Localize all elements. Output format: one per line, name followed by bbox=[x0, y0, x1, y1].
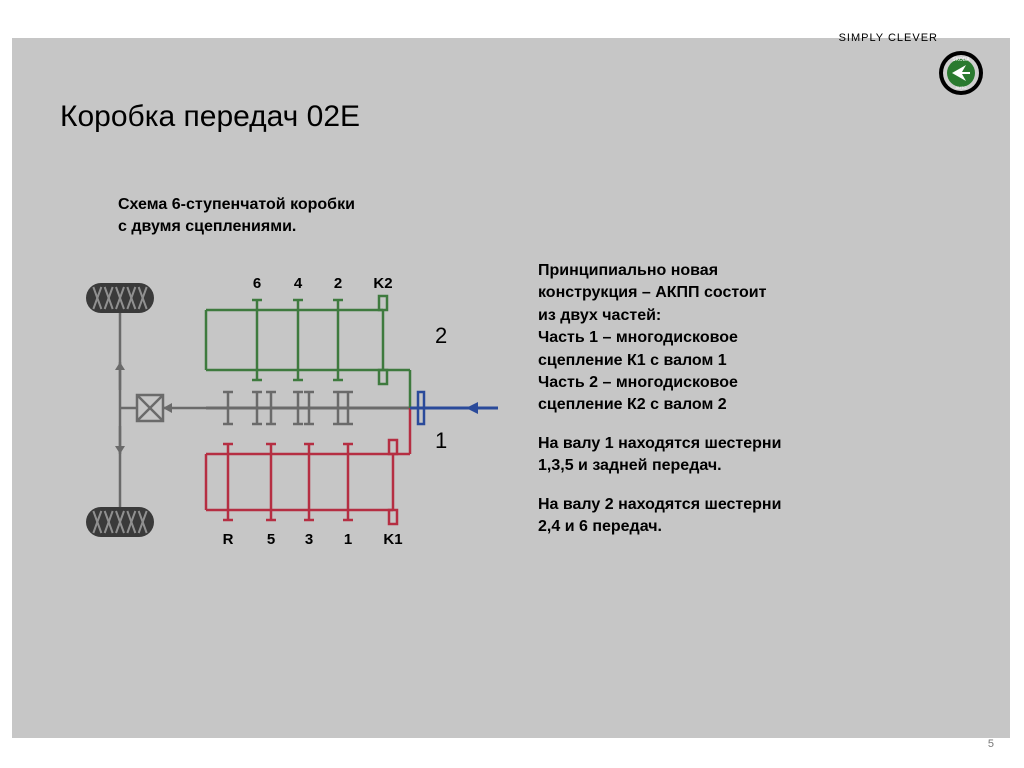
svg-text:R: R bbox=[223, 531, 234, 548]
desc-p3-l1: На валу 2 находятся шестерни bbox=[538, 496, 781, 513]
svg-text:AUTO: AUTO bbox=[955, 85, 966, 90]
slide-title: Коробка передач 02E bbox=[60, 100, 360, 134]
svg-text:2: 2 bbox=[435, 323, 447, 348]
subtitle-line-1: Схема 6-ступенчатой коробки bbox=[118, 196, 355, 213]
svg-text:5: 5 bbox=[267, 531, 275, 548]
skoda-logo-icon: SKODA AUTO bbox=[938, 50, 984, 96]
description-text: Принципиально новая конструкция – АКПП с… bbox=[538, 260, 938, 554]
skoda-logo: SKODA AUTO bbox=[938, 50, 984, 96]
desc-p1-l7: сцепление К2 с валом 2 bbox=[538, 396, 727, 413]
subtitle-line-2: с двумя сцеплениями. bbox=[118, 218, 296, 235]
desc-p1-l6: Часть 2 – многодисковое bbox=[538, 374, 738, 391]
desc-p1-l3: из двух частей: bbox=[538, 307, 661, 324]
desc-p2-l2: 1,3,5 и задней передач. bbox=[538, 457, 722, 474]
desc-p1-l4: Часть 1 – многодисковое bbox=[538, 329, 738, 346]
desc-p1-l2: конструкция – АКПП состоит bbox=[538, 284, 766, 301]
desc-p2-l1: На валу 1 находятся шестерни bbox=[538, 435, 781, 452]
svg-text:SKODA: SKODA bbox=[952, 57, 970, 63]
desc-p3-l2: 2,4 и 6 передач. bbox=[538, 518, 662, 535]
svg-text:1: 1 bbox=[435, 428, 447, 453]
svg-text:2: 2 bbox=[334, 275, 342, 292]
diagram-subtitle: Схема 6-ступенчатой коробки с двумя сцеп… bbox=[118, 194, 355, 237]
svg-text:4: 4 bbox=[294, 275, 303, 292]
svg-text:1: 1 bbox=[344, 531, 352, 548]
gearbox-svg: 6 4 2 K2 R 5 3 1 K1 2 1 bbox=[80, 258, 520, 568]
brand-tagline: SIMPLY CLEVER bbox=[839, 32, 938, 44]
svg-text:3: 3 bbox=[305, 531, 313, 548]
svg-text:6: 6 bbox=[253, 275, 261, 292]
svg-text:K1: K1 bbox=[383, 531, 402, 548]
desc-p1-l1: Принципиально новая bbox=[538, 262, 718, 279]
page-number: 5 bbox=[988, 738, 994, 750]
desc-p1-l5: сцепление К1 с валом 1 bbox=[538, 352, 727, 369]
gearbox-diagram: 6 4 2 K2 R 5 3 1 K1 2 1 bbox=[80, 258, 520, 568]
svg-text:K2: K2 bbox=[373, 275, 392, 292]
